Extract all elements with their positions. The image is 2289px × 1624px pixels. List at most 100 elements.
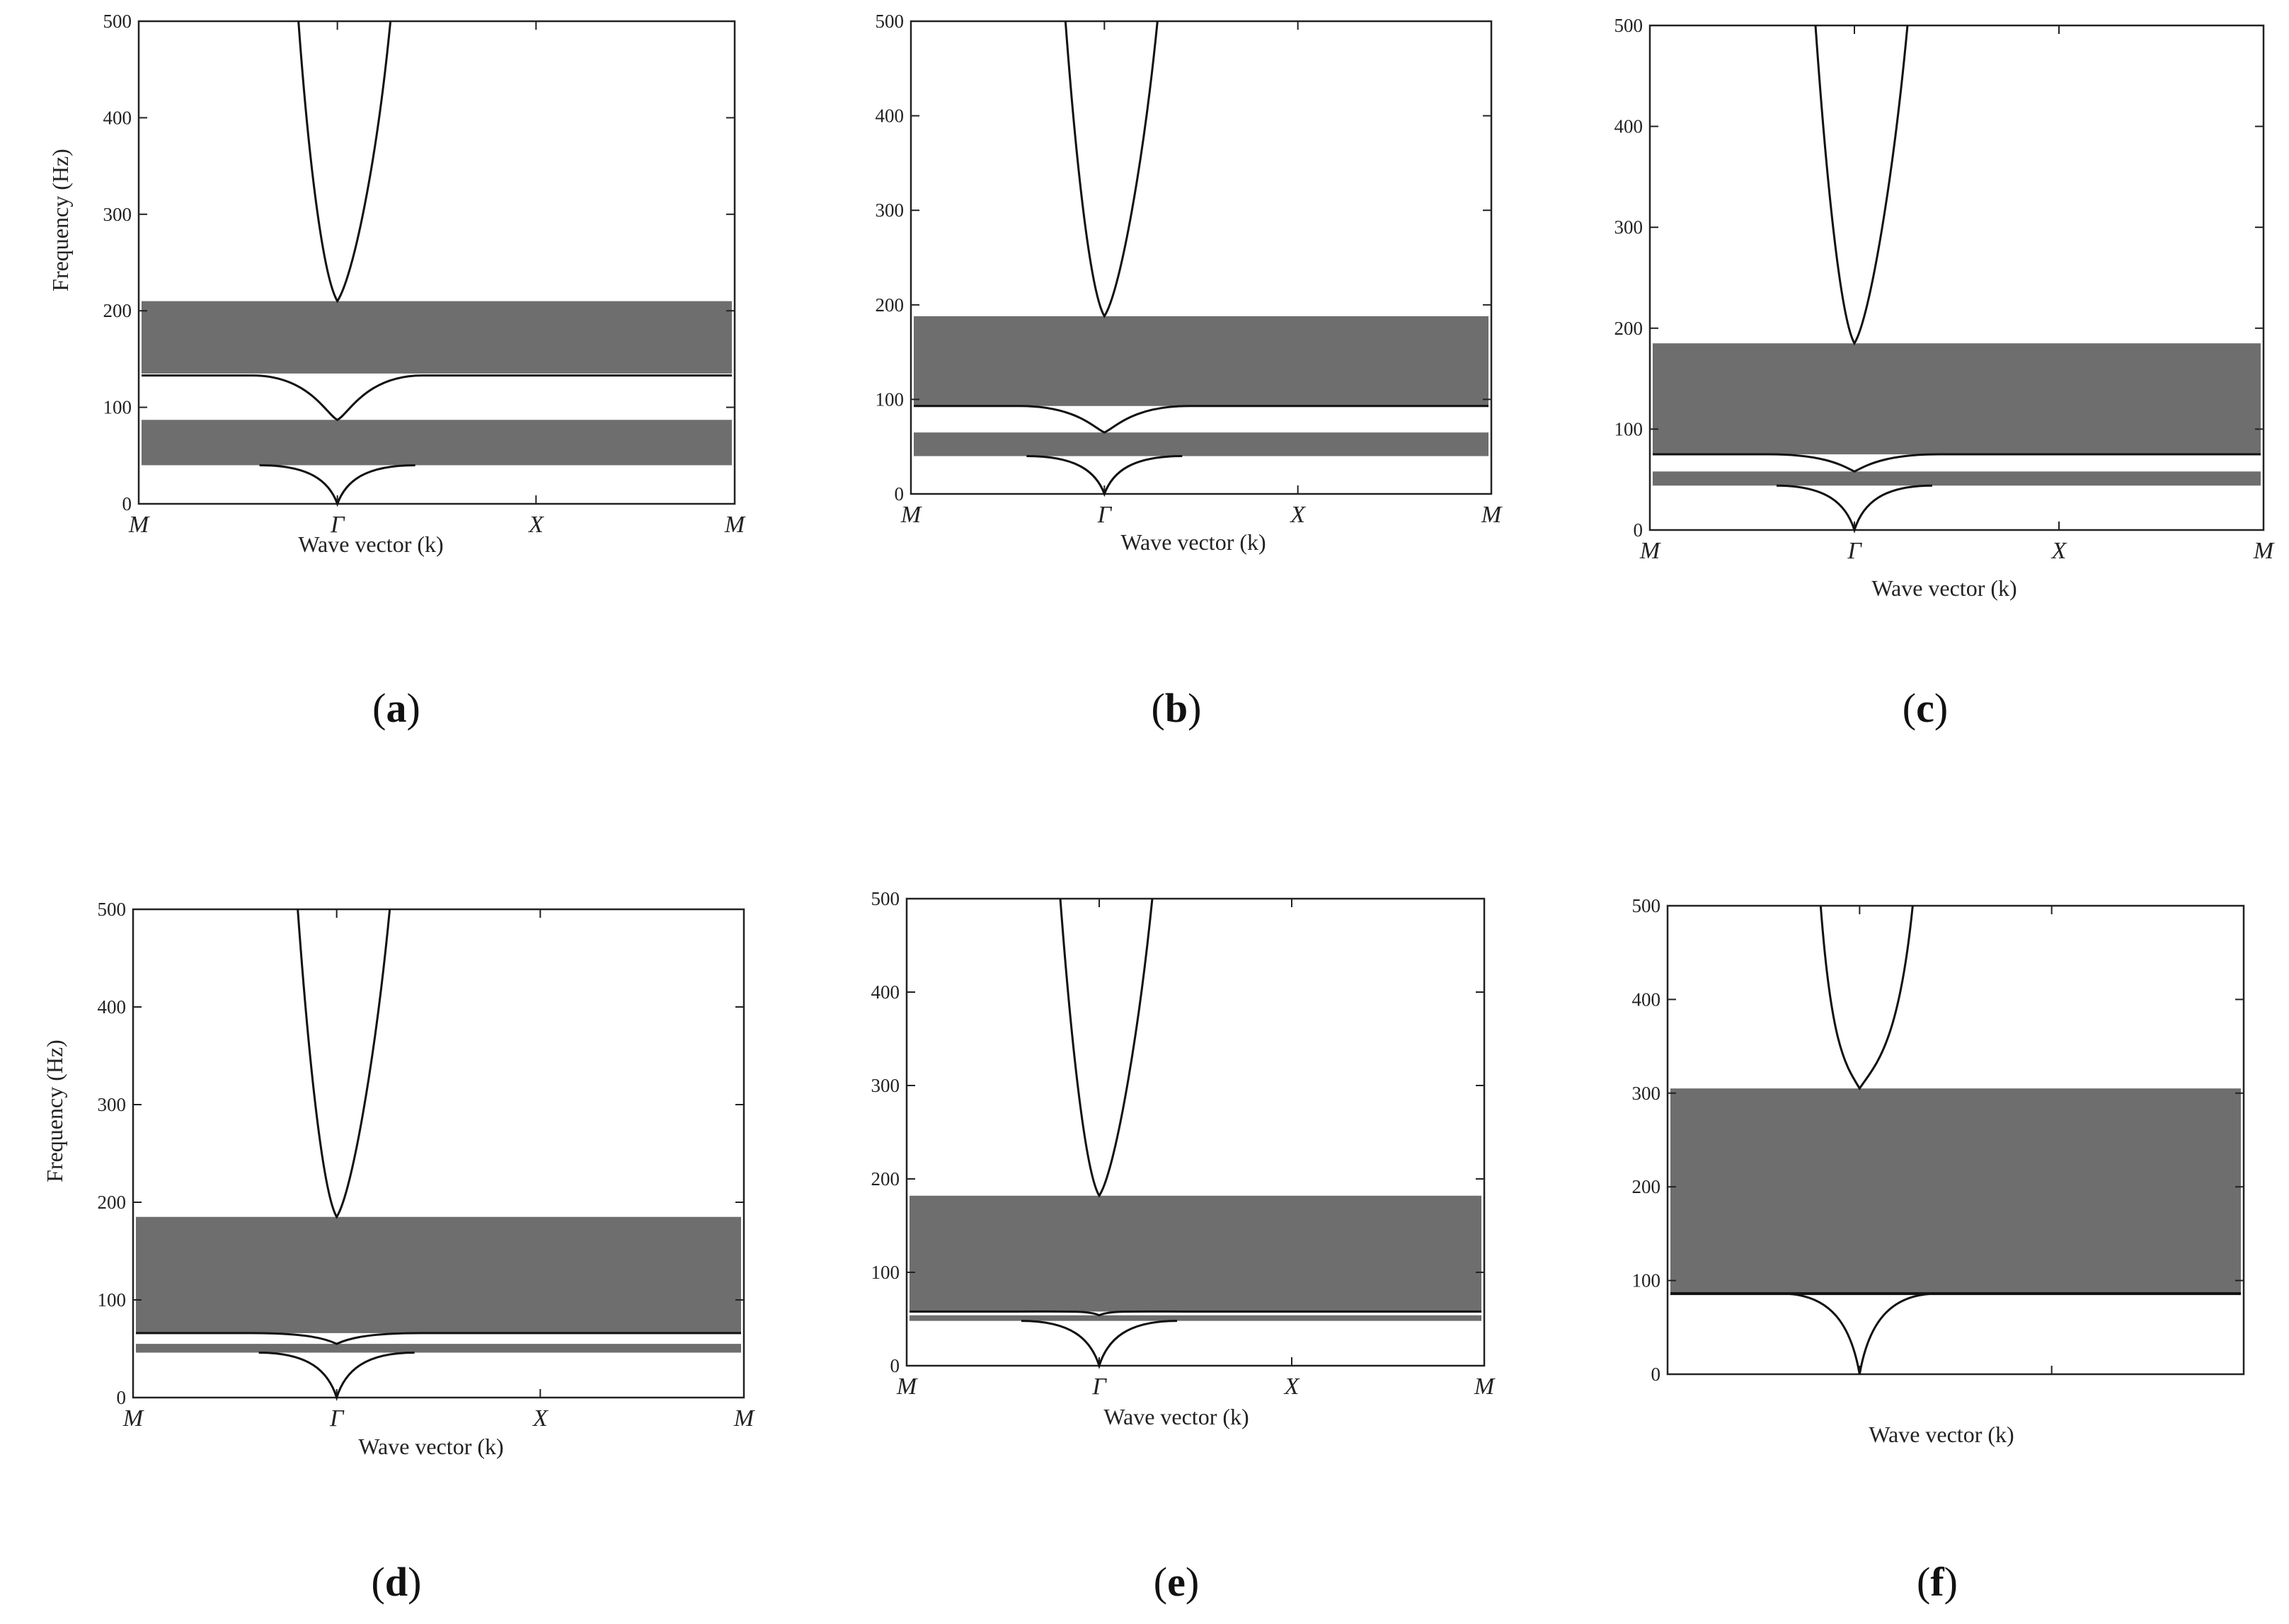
dispersion-branch-2 bbox=[142, 374, 732, 421]
y-tick-label: 100 bbox=[871, 1262, 900, 1283]
y-tick-label: 500 bbox=[871, 888, 900, 909]
x-tick-label: X bbox=[532, 1405, 549, 1432]
y-tick-label: 100 bbox=[876, 388, 905, 410]
x-axis-title: Wave vector (k) bbox=[298, 531, 443, 557]
y-axis-title: Frequency (Hz) bbox=[47, 149, 73, 292]
x-axis-title: Wave vector (k) bbox=[1869, 1422, 2014, 1447]
dispersion-branch-upper bbox=[1819, 905, 1914, 1090]
x-tick-label: Γ bbox=[329, 1405, 345, 1432]
dispersion-branch-1 bbox=[259, 463, 415, 507]
y-tick-label: 0 bbox=[1634, 519, 1643, 541]
y-tick-label: 400 bbox=[103, 107, 132, 128]
plot-frame bbox=[1648, 24, 2265, 531]
y-tick-label: 400 bbox=[98, 996, 127, 1018]
y-tick-label: 300 bbox=[876, 200, 905, 221]
y-tick-label: 400 bbox=[1632, 989, 1661, 1010]
x-tick-label: X bbox=[2050, 538, 2067, 564]
dispersion-branch-2 bbox=[136, 1332, 741, 1345]
x-tick-label: M bbox=[2253, 538, 2275, 564]
y-tick-label: 200 bbox=[876, 294, 905, 316]
panel-label: (c) bbox=[1903, 685, 1948, 731]
y-tick-label: 300 bbox=[871, 1075, 900, 1096]
dispersion-branch-1 bbox=[1021, 1320, 1178, 1369]
x-tick-label: X bbox=[1289, 502, 1306, 528]
y-tick-label: 200 bbox=[103, 300, 132, 321]
y-tick-label: 500 bbox=[1614, 15, 1643, 36]
x-tick-label: X bbox=[1283, 1374, 1300, 1400]
dispersion-branch-2 bbox=[910, 1310, 1481, 1317]
band-gap-1 bbox=[136, 1344, 741, 1353]
band-gap-2 bbox=[910, 1195, 1481, 1312]
panel-label: (e) bbox=[1154, 1559, 1199, 1605]
y-tick-label: 300 bbox=[98, 1094, 127, 1115]
x-axis-title: Wave vector (k) bbox=[1103, 1404, 1249, 1429]
x-tick-label: M bbox=[900, 502, 922, 528]
y-tick-label: 0 bbox=[122, 493, 132, 514]
y-tick-label: 400 bbox=[871, 981, 900, 1003]
dispersion-branch-1 bbox=[1026, 455, 1183, 497]
x-tick-label: M bbox=[122, 1405, 144, 1432]
dispersion-branch-2 bbox=[1653, 453, 2261, 473]
y-tick-label: 500 bbox=[876, 11, 905, 32]
y-tick-label: 200 bbox=[1632, 1176, 1661, 1197]
y-tick-label: 100 bbox=[98, 1289, 127, 1311]
plot-frame bbox=[910, 20, 1493, 495]
band-gap-2 bbox=[142, 301, 732, 374]
y-tick-label: 200 bbox=[871, 1168, 900, 1190]
x-axis-title: Wave vector (k) bbox=[358, 1434, 503, 1459]
y-tick-label: 300 bbox=[1632, 1083, 1661, 1104]
x-tick-label: Γ bbox=[1091, 1374, 1107, 1400]
x-tick-label: M bbox=[724, 512, 746, 538]
panel-label: (f) bbox=[1917, 1559, 1958, 1605]
x-tick-label: M bbox=[128, 512, 150, 538]
dispersion-branch-upper bbox=[1814, 25, 1909, 346]
band-gap-1 bbox=[1670, 1088, 2241, 1294]
y-tick-label: 300 bbox=[1614, 217, 1643, 238]
dispersion-branch-upper bbox=[1064, 21, 1159, 318]
band-gap-1 bbox=[142, 420, 732, 466]
y-tick-label: 300 bbox=[103, 204, 132, 225]
dispersion-branch-1 bbox=[1776, 484, 1933, 534]
y-tick-label: 200 bbox=[98, 1192, 127, 1213]
dispersion-branch-upper bbox=[297, 21, 392, 304]
band-gap-1 bbox=[1653, 471, 2261, 486]
y-tick-label: 500 bbox=[98, 899, 127, 920]
y-tick-label: 100 bbox=[103, 397, 132, 418]
plot-frame bbox=[137, 20, 736, 505]
y-tick-label: 100 bbox=[1614, 418, 1643, 439]
y-tick-label: 0 bbox=[117, 1387, 127, 1408]
y-tick-label: 200 bbox=[1614, 318, 1643, 339]
dispersion-branch-1 bbox=[1782, 1292, 1938, 1375]
x-tick-label: M bbox=[1481, 502, 1503, 528]
x-tick-label: Γ bbox=[1097, 502, 1113, 528]
x-axis-title: Wave vector (k) bbox=[1120, 529, 1266, 555]
x-tick-label: Γ bbox=[330, 512, 345, 538]
dispersion-branch-upper bbox=[297, 909, 391, 1219]
x-tick-label: X bbox=[527, 512, 544, 538]
plot-frame bbox=[905, 897, 1486, 1367]
y-tick-label: 400 bbox=[876, 105, 905, 127]
dispersion-branch-2 bbox=[914, 405, 1488, 434]
x-tick-label: Γ bbox=[1847, 538, 1862, 564]
band-gap-1 bbox=[910, 1315, 1481, 1321]
plot-frame bbox=[132, 908, 745, 1399]
band-gap-2 bbox=[136, 1216, 741, 1333]
y-tick-label: 100 bbox=[1632, 1270, 1661, 1291]
band-gap-2 bbox=[1653, 343, 2261, 455]
y-axis-title: Frequency (Hz) bbox=[42, 1040, 67, 1182]
plot-frame bbox=[1666, 904, 2245, 1376]
panel-label: (a) bbox=[372, 685, 420, 731]
y-tick-label: 500 bbox=[1632, 895, 1661, 916]
panel-label: (b) bbox=[1152, 685, 1202, 731]
y-tick-label: 0 bbox=[1651, 1364, 1661, 1385]
band-gap-2 bbox=[914, 316, 1488, 406]
y-tick-label: 400 bbox=[1614, 116, 1643, 137]
band-gap-1 bbox=[914, 432, 1488, 456]
x-tick-label: M bbox=[1639, 538, 1661, 564]
dispersion-branch-upper bbox=[1059, 898, 1154, 1198]
x-tick-label: M bbox=[1474, 1374, 1496, 1400]
x-tick-label: M bbox=[733, 1405, 755, 1432]
y-tick-label: 0 bbox=[890, 1355, 900, 1376]
x-axis-title: Wave vector (k) bbox=[1871, 575, 2016, 601]
